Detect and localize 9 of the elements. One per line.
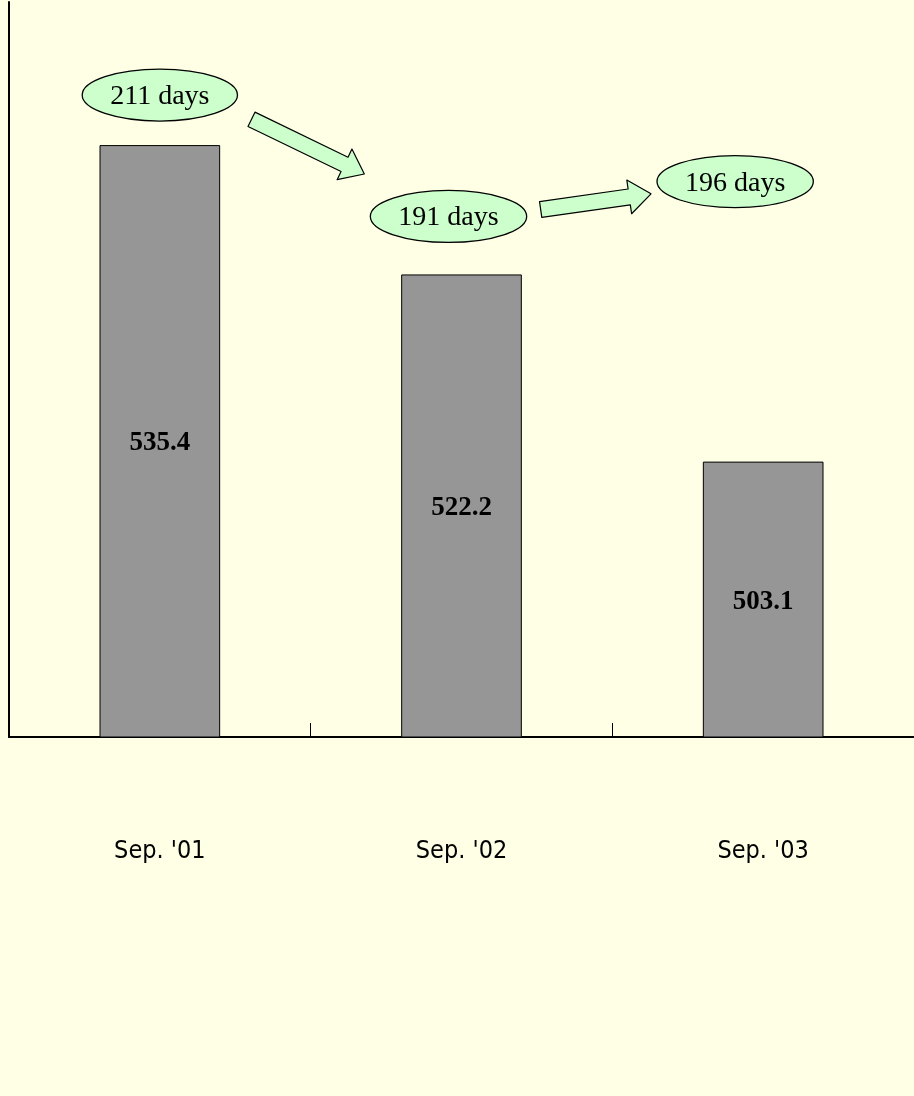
annotation: 211 days <box>110 79 210 111</box>
annotation: 191 days <box>398 200 499 232</box>
annotation: 196 days <box>685 165 786 197</box>
data-label: 522.2 <box>431 490 492 521</box>
x-tick-label: Sep. '01 <box>114 835 206 864</box>
data-label: 503.1 <box>732 584 794 615</box>
x-tick-label: Sep. '03 <box>717 835 809 864</box>
data-label: 535.4 <box>129 426 191 457</box>
x-tick-label: Sep. '02 <box>415 835 508 864</box>
